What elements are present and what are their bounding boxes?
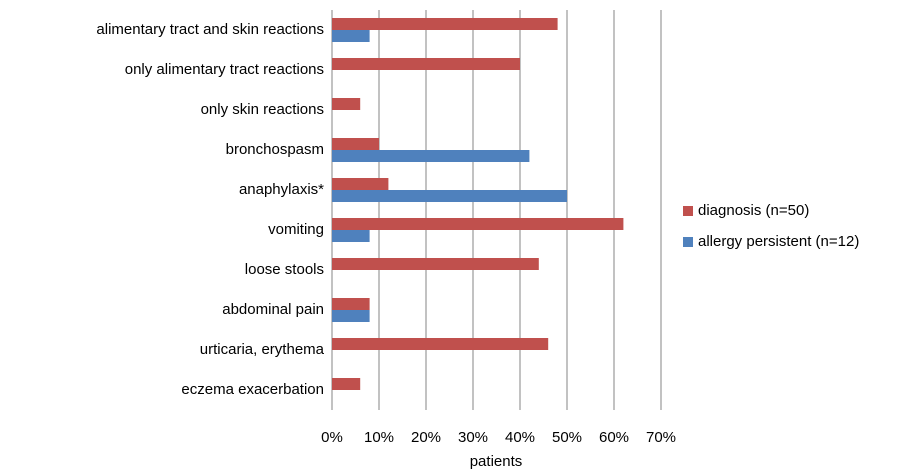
y-tick-label: vomiting bbox=[268, 221, 324, 238]
x-tick-label: 60% bbox=[599, 429, 629, 446]
legend-label: diagnosis (n=50) bbox=[698, 202, 809, 219]
bar bbox=[332, 30, 370, 42]
y-tick-label: abdominal pain bbox=[222, 301, 324, 318]
x-tick-label: 0% bbox=[321, 429, 343, 446]
x-tick-label: 40% bbox=[505, 429, 535, 446]
bar bbox=[332, 98, 361, 110]
legend-swatch bbox=[683, 237, 693, 247]
bar bbox=[332, 58, 520, 70]
bar bbox=[332, 378, 361, 390]
x-tick-label: 70% bbox=[646, 429, 676, 446]
bar bbox=[332, 298, 370, 310]
legend-swatch bbox=[683, 206, 693, 216]
bar bbox=[332, 338, 549, 350]
y-tick-label: urticaria, erythema bbox=[200, 341, 325, 358]
x-tick-label: 50% bbox=[552, 429, 582, 446]
bar bbox=[332, 310, 370, 322]
bar bbox=[332, 218, 624, 230]
bar bbox=[332, 178, 389, 190]
x-axis-label: patients bbox=[470, 453, 523, 470]
y-tick-label: loose stools bbox=[245, 261, 324, 278]
bar bbox=[332, 18, 558, 30]
x-tick-label: 10% bbox=[364, 429, 394, 446]
y-tick-label: eczema exacerbation bbox=[181, 381, 324, 398]
y-tick-label: only alimentary tract reactions bbox=[125, 61, 324, 78]
x-tick-label: 20% bbox=[411, 429, 441, 446]
bar bbox=[332, 190, 567, 202]
legend-label: allergy persistent (n=12) bbox=[698, 233, 859, 250]
y-tick-label: alimentary tract and skin reactions bbox=[96, 21, 324, 38]
y-tick-label: anaphylaxis* bbox=[239, 181, 324, 198]
x-tick-label: 30% bbox=[458, 429, 488, 446]
bar bbox=[332, 230, 370, 242]
bar bbox=[332, 150, 530, 162]
y-tick-label: bronchospasm bbox=[226, 141, 324, 158]
bar bbox=[332, 258, 539, 270]
bar bbox=[332, 138, 379, 150]
y-tick-label: only skin reactions bbox=[201, 101, 324, 118]
